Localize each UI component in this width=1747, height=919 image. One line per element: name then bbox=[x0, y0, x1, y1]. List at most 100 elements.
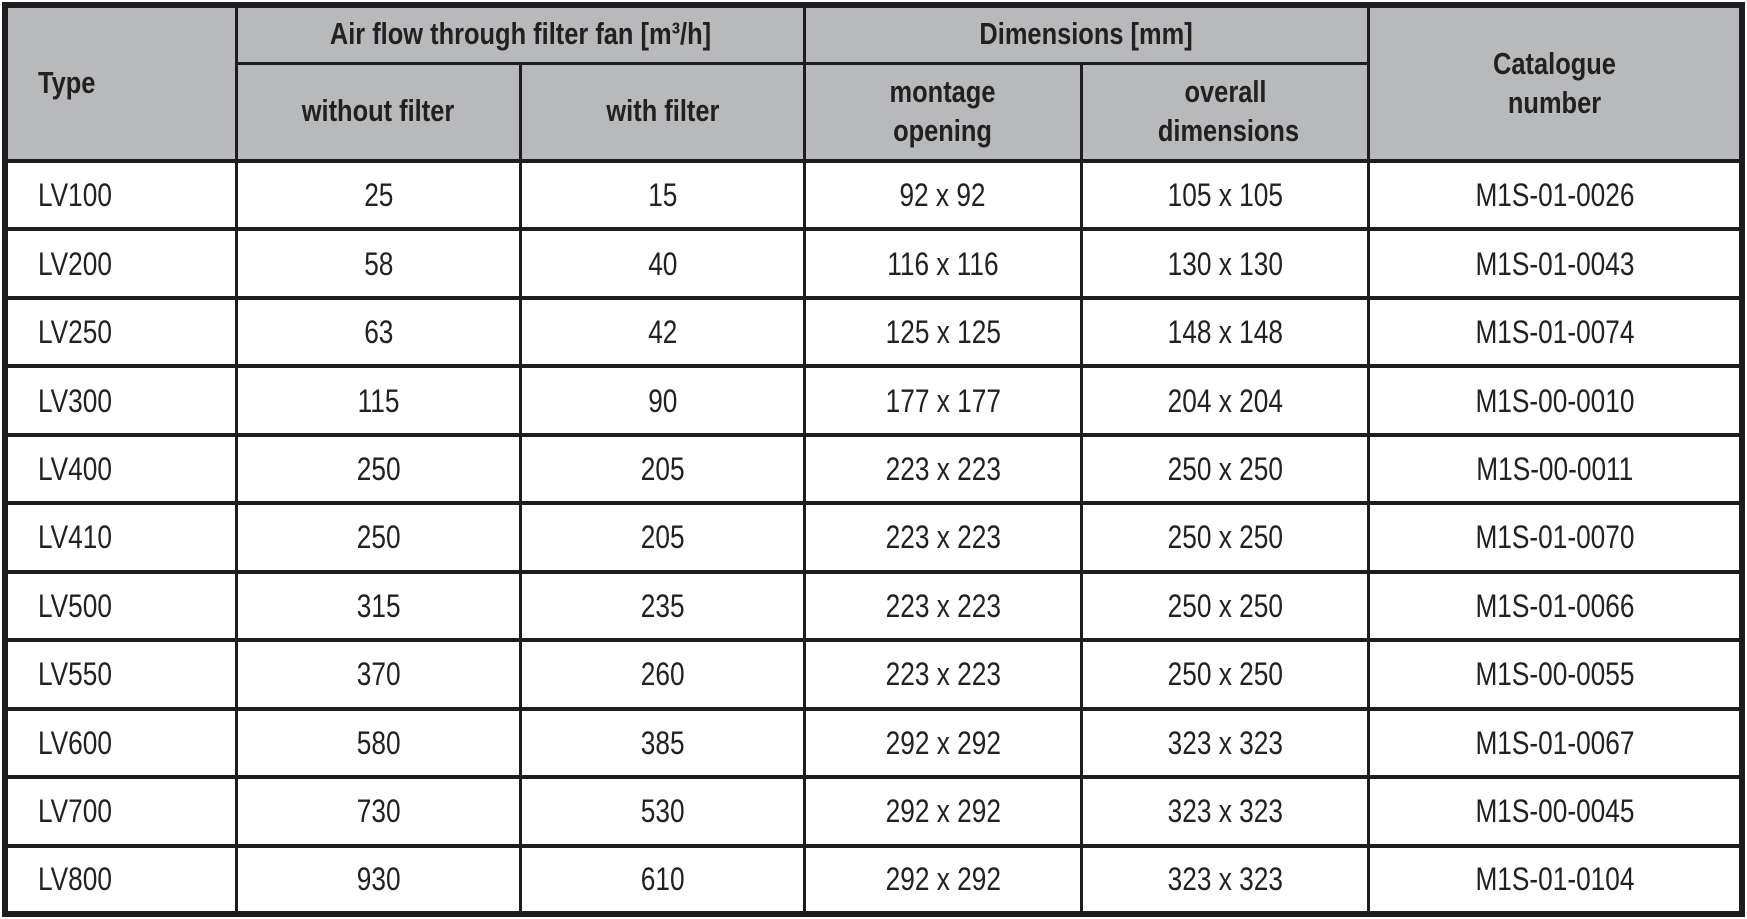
catalogue-number-value: M1S-00-0045 bbox=[1474, 793, 1634, 830]
cell-with-filter: 90 bbox=[519, 364, 806, 437]
cell-without-filter: 580 bbox=[234, 706, 523, 780]
cell-overall-dimensions: 204 x 204 bbox=[1080, 364, 1370, 437]
cell-type: LV200 bbox=[3, 227, 238, 300]
cell-montage-opening: 292 x 292 bbox=[802, 775, 1084, 848]
cell-without-filter: 25 bbox=[234, 158, 523, 232]
without-filter-value: 580 bbox=[356, 724, 401, 761]
montage-opening-value: 177 x 177 bbox=[885, 382, 1001, 419]
cell-overall-dimensions: 250 x 250 bbox=[1080, 432, 1370, 506]
header-overall-dimensions: overall dimensions bbox=[1080, 61, 1370, 163]
cell-without-filter: 730 bbox=[234, 775, 523, 848]
header-with-filter: with filter bbox=[519, 61, 806, 163]
cell-overall-dimensions: 250 x 250 bbox=[1080, 569, 1370, 643]
cell-type: LV550 bbox=[3, 638, 238, 711]
catalogue-number-value: M1S-00-0055 bbox=[1474, 656, 1634, 693]
type-value: LV410 bbox=[38, 519, 112, 556]
cell-type: LV250 bbox=[3, 295, 238, 369]
montage-opening-value: 292 x 292 bbox=[885, 861, 1001, 898]
cell-montage-opening: 223 x 223 bbox=[802, 638, 1084, 711]
cell-montage-opening: 223 x 223 bbox=[802, 432, 1084, 506]
without-filter-value: 63 bbox=[363, 314, 394, 351]
cell-without-filter: 315 bbox=[234, 569, 523, 643]
header-catalogue-number: Catalogue number bbox=[1367, 3, 1744, 163]
table-row: LV600 580 385 292 x 292 323 x 323 M1S-01… bbox=[3, 706, 1744, 780]
cell-with-filter: 530 bbox=[519, 775, 806, 848]
cell-with-filter: 205 bbox=[519, 432, 806, 506]
cell-overall-dimensions: 148 x 148 bbox=[1080, 295, 1370, 369]
cell-montage-opening: 92 x 92 bbox=[802, 158, 1084, 232]
type-value: LV550 bbox=[38, 656, 112, 693]
header-montage-opening: montage opening bbox=[802, 61, 1084, 163]
header-overall-dimensions-label: overall dimensions bbox=[1157, 74, 1299, 148]
cell-catalogue-number: M1S-01-0043 bbox=[1367, 227, 1744, 300]
header-airflow-group: Air flow through filter fan [m³/h] bbox=[234, 3, 806, 65]
cell-with-filter: 260 bbox=[519, 638, 806, 711]
header-dimensions-group: Dimensions [mm] bbox=[802, 3, 1370, 65]
without-filter-value: 250 bbox=[356, 451, 401, 488]
table-row: LV800 930 610 292 x 292 323 x 323 M1S-01… bbox=[3, 843, 1744, 917]
cell-catalogue-number: M1S-01-0066 bbox=[1367, 569, 1744, 643]
cell-catalogue-number: M1S-00-0011 bbox=[1367, 432, 1744, 506]
cell-overall-dimensions: 250 x 250 bbox=[1080, 638, 1370, 711]
header-type: Type bbox=[3, 3, 238, 163]
type-value: LV250 bbox=[38, 314, 112, 351]
montage-opening-value: 92 x 92 bbox=[899, 177, 986, 214]
cell-type: LV400 bbox=[3, 432, 238, 506]
table-row: LV550 370 260 223 x 223 250 x 250 M1S-00… bbox=[3, 638, 1744, 711]
header-row-subcolumns: without filter with filter montage openi… bbox=[5, 61, 1742, 163]
cell-type: LV100 bbox=[3, 158, 238, 232]
cell-without-filter: 370 bbox=[234, 638, 523, 711]
header-montage-opening-label: montage opening bbox=[889, 74, 996, 148]
cell-catalogue-number: M1S-01-0104 bbox=[1367, 843, 1744, 917]
table-row: LV700 730 530 292 x 292 323 x 323 M1S-00… bbox=[3, 775, 1744, 848]
overall-dimensions-value: 250 x 250 bbox=[1167, 587, 1283, 624]
without-filter-value: 370 bbox=[356, 656, 401, 693]
montage-opening-value: 223 x 223 bbox=[885, 656, 1001, 693]
type-value: LV200 bbox=[38, 245, 112, 282]
without-filter-value: 115 bbox=[357, 382, 400, 419]
cell-type: LV410 bbox=[3, 501, 238, 574]
cell-montage-opening: 125 x 125 bbox=[802, 295, 1084, 369]
montage-opening-value: 292 x 292 bbox=[885, 793, 1001, 830]
overall-dimensions-value: 250 x 250 bbox=[1167, 451, 1283, 488]
header-type-label: Type bbox=[38, 65, 96, 101]
type-value: LV700 bbox=[38, 793, 112, 830]
cell-with-filter: 42 bbox=[519, 295, 806, 369]
cell-with-filter: 610 bbox=[519, 843, 806, 917]
table-row: LV250 63 42 125 x 125 148 x 148 M1S-01-0… bbox=[3, 295, 1744, 369]
catalogue-number-value: M1S-01-0074 bbox=[1474, 314, 1634, 351]
without-filter-value: 25 bbox=[363, 177, 394, 214]
overall-dimensions-value: 105 x 105 bbox=[1167, 177, 1283, 214]
overall-dimensions-value: 250 x 250 bbox=[1167, 519, 1283, 556]
cell-without-filter: 930 bbox=[234, 843, 523, 917]
catalogue-number-value: M1S-01-0026 bbox=[1474, 177, 1634, 214]
header-without-filter: without filter bbox=[234, 61, 523, 163]
catalogue-number-value: M1S-01-0104 bbox=[1474, 861, 1634, 898]
cell-overall-dimensions: 323 x 323 bbox=[1080, 843, 1370, 917]
header-without-filter-label: without filter bbox=[302, 93, 455, 129]
with-filter-value: 42 bbox=[647, 314, 678, 351]
cell-montage-opening: 177 x 177 bbox=[802, 364, 1084, 437]
cell-catalogue-number: M1S-01-0026 bbox=[1367, 158, 1744, 232]
cell-with-filter: 235 bbox=[519, 569, 806, 643]
overall-dimensions-value: 148 x 148 bbox=[1167, 314, 1283, 351]
cell-with-filter: 385 bbox=[519, 706, 806, 780]
cell-montage-opening: 292 x 292 bbox=[802, 843, 1084, 917]
with-filter-value: 15 bbox=[647, 177, 678, 214]
cell-montage-opening: 223 x 223 bbox=[802, 569, 1084, 643]
cell-catalogue-number: M1S-01-0074 bbox=[1367, 295, 1744, 369]
cell-catalogue-number: M1S-01-0067 bbox=[1367, 706, 1744, 780]
catalogue-number-value: M1S-01-0066 bbox=[1474, 587, 1634, 624]
montage-opening-value: 292 x 292 bbox=[885, 724, 1001, 761]
overall-dimensions-value: 250 x 250 bbox=[1167, 656, 1283, 693]
with-filter-value: 530 bbox=[640, 793, 685, 830]
table-row: LV500 315 235 223 x 223 250 x 250 M1S-01… bbox=[3, 569, 1744, 643]
cell-type: LV500 bbox=[3, 569, 238, 643]
with-filter-value: 235 bbox=[640, 587, 685, 624]
header-catalogue-number-label: Catalogue number bbox=[1493, 45, 1616, 120]
with-filter-value: 90 bbox=[647, 382, 678, 419]
without-filter-value: 250 bbox=[356, 519, 401, 556]
header-with-filter-label: with filter bbox=[605, 93, 719, 129]
montage-opening-value: 125 x 125 bbox=[885, 314, 1001, 351]
